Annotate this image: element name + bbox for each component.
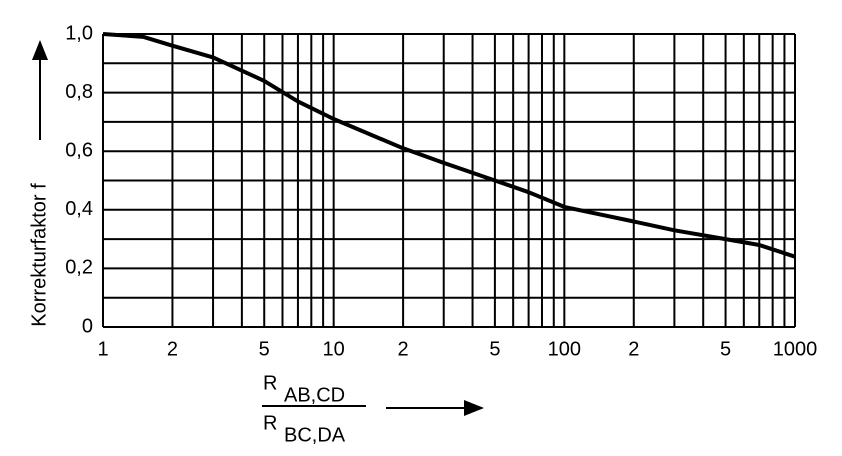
x-tick-label: 100: [548, 338, 581, 360]
curve: [102, 32, 796, 259]
x-tick-label: 1000: [773, 338, 818, 360]
x-tick-label: 5: [259, 338, 270, 360]
x-tick-label: 5: [720, 338, 731, 360]
y-tick-label: 0,4: [65, 198, 93, 220]
y-axis-label: Korrekturfaktor f: [28, 183, 50, 327]
y-tick-label: 1,0: [65, 22, 93, 44]
x-tick-label: 2: [398, 338, 409, 360]
y-tick-label: 0: [82, 315, 93, 337]
x-tick-label: 5: [489, 338, 500, 360]
y-tick-label: 0,6: [65, 139, 93, 161]
x-tick-label: 2: [167, 338, 178, 360]
y-tick-label: 0,8: [65, 81, 93, 103]
x-label-den: R: [263, 412, 277, 434]
y-tick-label: 0,2: [65, 257, 93, 279]
x-tick-label: 2: [628, 338, 639, 360]
x-label-num-sub: AB,CD: [284, 384, 345, 406]
x-tick-label: 1: [97, 338, 108, 360]
x-label-den-sub: BC,DA: [284, 424, 346, 446]
x-label-num: R: [263, 372, 277, 394]
x-tick-label: 10: [323, 338, 345, 360]
